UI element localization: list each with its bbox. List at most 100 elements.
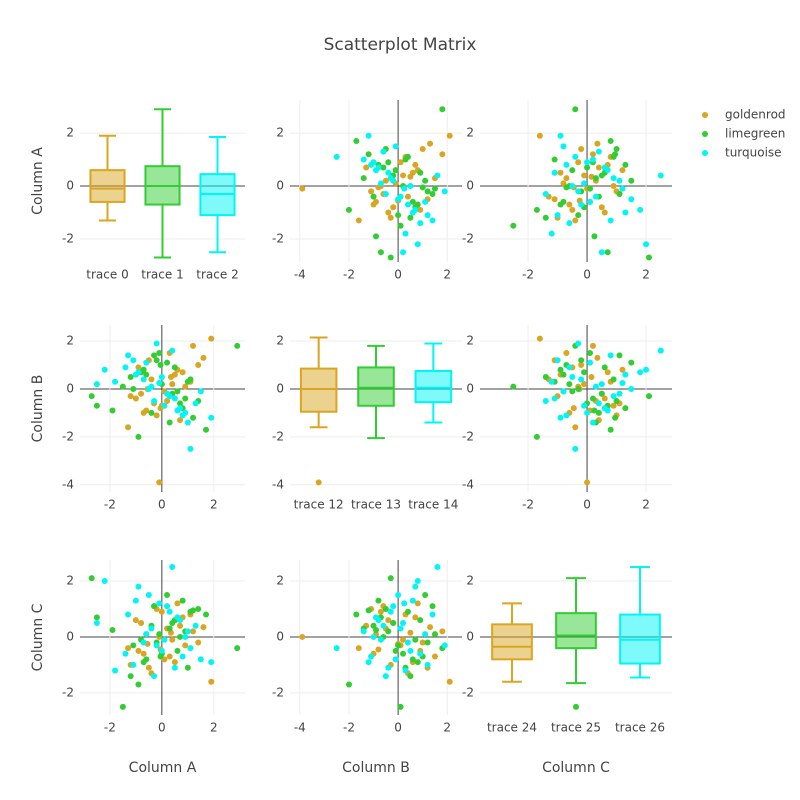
point [345, 681, 352, 688]
point [431, 653, 438, 660]
point [563, 412, 570, 419]
point [370, 193, 377, 200]
point [184, 628, 191, 635]
point [208, 414, 215, 421]
point [184, 664, 191, 671]
point [598, 204, 605, 211]
point [177, 405, 184, 412]
point [122, 364, 129, 371]
point [533, 433, 540, 440]
point [572, 153, 579, 160]
point [169, 636, 176, 643]
point [607, 426, 614, 433]
point [355, 645, 362, 652]
point [174, 647, 181, 654]
point [101, 366, 108, 373]
point [427, 624, 434, 631]
point [407, 673, 414, 680]
point [377, 180, 384, 187]
x-tick-label: 0 [394, 268, 402, 282]
point [158, 647, 165, 654]
point [360, 628, 367, 635]
point [402, 667, 409, 674]
point [610, 183, 617, 190]
point [387, 575, 394, 582]
point [166, 393, 173, 400]
point [542, 373, 549, 380]
x-tick-label: 2 [443, 721, 451, 735]
point [395, 642, 402, 649]
point [392, 167, 399, 174]
point [575, 188, 582, 195]
point [390, 603, 397, 610]
point [360, 175, 367, 182]
point [536, 132, 543, 139]
point [190, 414, 197, 421]
point [184, 419, 191, 426]
point [187, 445, 194, 452]
outlier [573, 703, 579, 710]
point [368, 653, 375, 660]
point [575, 159, 582, 166]
point [414, 600, 421, 607]
point [575, 385, 582, 392]
point [645, 393, 652, 400]
point [390, 619, 397, 626]
point [407, 629, 414, 636]
point [592, 383, 599, 390]
point [431, 185, 438, 192]
point [616, 177, 623, 184]
point [380, 622, 387, 629]
point [575, 340, 582, 347]
point [400, 650, 407, 657]
point [385, 617, 392, 624]
y-tick-label: 0 [66, 629, 74, 643]
point [385, 169, 392, 176]
point [387, 214, 394, 221]
subplot: -2 0 2 -4 -2 0 2 [272, 100, 462, 282]
point [628, 385, 635, 392]
point [569, 206, 576, 213]
point [616, 352, 623, 359]
point [353, 611, 360, 618]
point [404, 201, 411, 208]
point [589, 419, 596, 426]
point [93, 614, 100, 621]
subplot: -2 0 2 -4 -2 0 2 [272, 560, 462, 735]
point [657, 172, 664, 179]
point [610, 376, 617, 383]
point [422, 591, 429, 598]
point [171, 395, 178, 402]
point [397, 193, 404, 200]
box [414, 370, 453, 404]
point [407, 214, 414, 221]
point [153, 357, 160, 364]
point [125, 611, 132, 618]
point [578, 376, 585, 383]
x-tick-label: trace 14 [408, 498, 458, 512]
point [166, 419, 173, 426]
point [135, 647, 142, 654]
y-tick-label: -2 [462, 231, 474, 245]
point [132, 617, 139, 624]
point [169, 563, 176, 570]
x-tick-label: -2 [104, 721, 116, 735]
point [365, 132, 372, 139]
point [395, 212, 402, 219]
point [375, 617, 382, 624]
x-tick-label: 2 [642, 268, 650, 282]
subplot: -2 0 2 -2 0 2 [62, 560, 245, 735]
y-tick-label: 0 [466, 179, 474, 193]
point [570, 405, 577, 412]
point [382, 673, 389, 680]
point [557, 414, 564, 421]
x-axis-title: Column C [542, 760, 610, 776]
point [365, 151, 372, 158]
point [404, 608, 411, 615]
y-tick-label: -2 [272, 429, 284, 443]
point [140, 409, 147, 416]
point [143, 631, 150, 638]
y-tick-label: 2 [276, 334, 284, 348]
point [153, 642, 160, 649]
